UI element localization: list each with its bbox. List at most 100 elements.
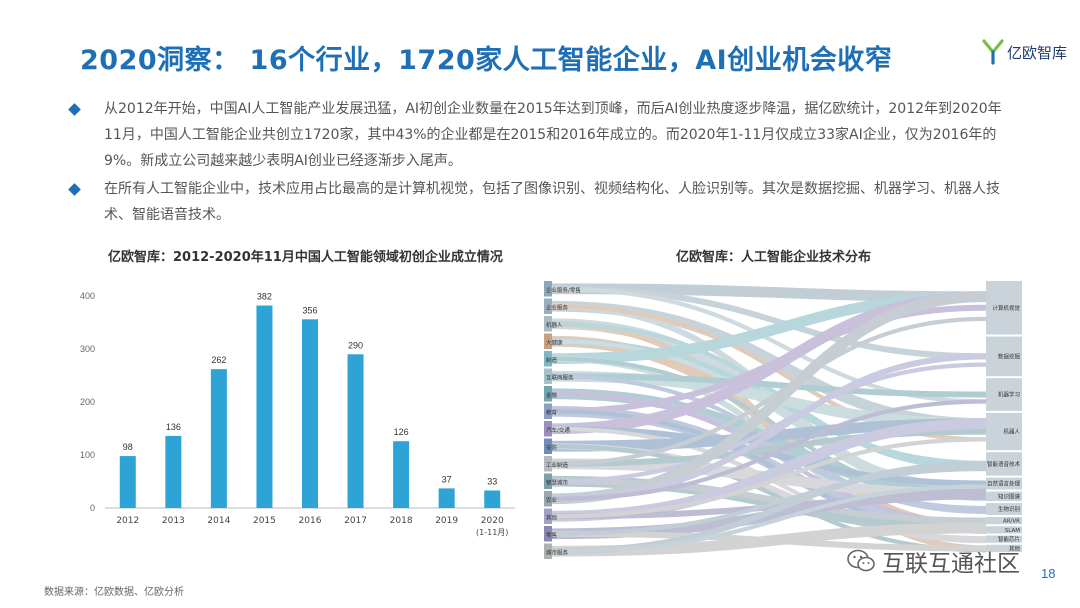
bar-value-label: 126 — [394, 427, 409, 437]
x-tick-label: 2012 — [116, 516, 139, 526]
sankey-left-node — [544, 386, 552, 402]
sankey-right-label: AR/VR — [1003, 519, 1020, 525]
sankey-flow — [551, 353, 987, 502]
x-tick-label: 2016 — [299, 516, 322, 526]
sankey-left-node — [544, 543, 552, 559]
sankey-right-label: 机器学习 — [998, 391, 1020, 399]
bar-chart-title: 亿欧智库：2012-2020年11月中国人工智能领域初创企业成立情况 — [108, 250, 503, 265]
sankey-right-node — [986, 535, 1022, 543]
sankey-right-label: SLAM — [1005, 528, 1020, 534]
sankey-flow — [551, 466, 987, 536]
sankey-right-label: 计算机视觉 — [992, 304, 1020, 312]
sankey-flow — [551, 437, 987, 519]
bar-value-label: 382 — [257, 292, 272, 302]
sankey-flow — [551, 373, 987, 398]
sankey-left-label: 互联网服务 — [546, 373, 574, 381]
sankey-flow — [551, 362, 987, 484]
sankey-flow — [551, 522, 987, 557]
sankey-right-label: 知识图谱 — [998, 492, 1021, 500]
bullet-text: 从2012年开始，中国AI人工智能产业发展迅猛，AI初创企业数量在2015年达到… — [104, 101, 1002, 169]
bar — [119, 456, 136, 508]
y-tick-label: 400 — [80, 291, 95, 301]
bar — [210, 369, 227, 508]
sankey-right-label: 智能芯片 — [998, 535, 1020, 543]
bar — [347, 354, 364, 508]
sankey-chart: 企业服务/零售企业服务机器人大健康制造互联网服务金融教育汽车/交通安防工业制造智… — [540, 268, 1030, 568]
x-tick-label: 2018 — [390, 516, 413, 526]
x-tick-label: 2019 — [435, 516, 458, 526]
source-note: 数据来源：亿欧数据、亿欧分析 — [44, 587, 184, 598]
sankey-right-node — [986, 336, 1022, 377]
x-tick-label: 2015 — [253, 516, 276, 526]
bar-value-label: 356 — [302, 305, 317, 315]
sankey-left-label: 企业服务/零售 — [546, 286, 581, 294]
page-title: 2020洞察： 16个行业，1720家人工智能企业，AI创业机会收窄 — [80, 45, 893, 76]
sankey-right-node — [986, 412, 1022, 451]
sankey-left-node — [544, 368, 552, 384]
sankey-left-node — [544, 351, 552, 367]
sankey-left-node — [544, 473, 552, 489]
sankey-right-label: 生物识别 — [998, 505, 1020, 513]
x-tick-label: 2014 — [207, 516, 230, 526]
sankey-left-label: 机器人 — [546, 321, 563, 329]
sankey-left-label: 农业 — [546, 496, 558, 504]
sankey-right-label: 数据挖掘 — [998, 352, 1021, 360]
sankey-left-node — [544, 526, 552, 542]
sankey-right-node — [986, 503, 1022, 515]
logo-icon — [982, 39, 1004, 65]
bullet-text: 在所有人工智能企业中，技术应用占比最高的是计算机视觉，包括了图像识别、视频结构化… — [104, 181, 1000, 223]
sankey-right-label: 其他 — [1009, 544, 1021, 552]
bar — [165, 435, 182, 508]
sankey-right-label: 机器人 — [1003, 428, 1020, 436]
sankey-flow — [551, 399, 987, 501]
logo-text: 亿欧智库 — [1007, 43, 1068, 62]
bar-value-label: 290 — [348, 340, 363, 350]
sankey-left-node — [544, 316, 552, 332]
sankey-right-node — [986, 452, 1022, 476]
sankey-flows — [551, 283, 987, 557]
sankey-chart-title: 亿欧智库：人工智能企业技术分布 — [676, 250, 872, 265]
bullet-item: 在所有人工智能企业中，技术应用占比最高的是计算机视觉，包括了图像识别、视频结构化… — [68, 176, 1018, 228]
page-number: 18 — [1041, 566, 1056, 581]
sankey-left-label: 其他 — [546, 513, 558, 521]
sankey-left-label: 工业制造 — [546, 461, 569, 469]
sankey-left-node — [544, 333, 552, 349]
bar-chart: 0 100 200 300 400 98 2012 136 2013 262 2014 382 2015… — [80, 291, 515, 537]
wechat-icon — [847, 549, 875, 572]
sankey-left-node — [544, 438, 552, 454]
sankey-flow — [551, 484, 987, 554]
sankey-left-label: 安防 — [546, 443, 558, 451]
bar-value-label: 33 — [487, 477, 497, 487]
sankey-left-label: 智慧城市 — [546, 478, 569, 486]
watermark-text: 互联互通社区 — [882, 551, 1020, 577]
sankey-left-node — [544, 298, 552, 314]
bullet-item: 从2012年开始，中国AI人工智能产业发展迅猛，AI初创企业数量在2015年达到… — [68, 96, 1018, 174]
bar — [256, 305, 273, 508]
sankey-left-label: 教育 — [546, 408, 558, 416]
x-tick-label: 2017 — [344, 516, 367, 526]
sankey-right-node — [986, 378, 1022, 411]
sankey-right-label: 智能语音技术 — [987, 460, 1021, 468]
x-tick-label: 2013 — [162, 516, 185, 526]
bullet-list: 从2012年开始，中国AI人工智能产业发展迅猛，AI初创企业数量在2015年达到… — [68, 96, 1018, 230]
y-tick-label: 100 — [80, 450, 95, 460]
sankey-flow — [551, 425, 987, 487]
sankey-left-label: 大健康 — [546, 338, 563, 346]
sankey-left-label: 零售 — [546, 531, 557, 539]
y-tick-label: 300 — [80, 344, 95, 354]
watermark: 互联互通社区 — [846, 544, 1020, 578]
bar-value-label: 98 — [123, 442, 133, 452]
bar — [393, 441, 410, 508]
sankey-right-node — [986, 516, 1022, 525]
sankey-left-label: 企业服务 — [546, 303, 569, 311]
sankey-left-label: 城市服务 — [546, 548, 569, 556]
sankey-right-node — [986, 281, 1022, 335]
bar-value-label: 262 — [211, 355, 226, 365]
x-tick-label: 2020 — [481, 516, 504, 526]
sankey-left-label: 汽车/交通 — [546, 426, 570, 434]
bar — [484, 490, 501, 508]
bar — [438, 488, 455, 508]
sankey-right-node — [986, 477, 1022, 490]
diamond-bullet-icon — [68, 183, 81, 196]
sankey-left-node — [544, 403, 552, 419]
